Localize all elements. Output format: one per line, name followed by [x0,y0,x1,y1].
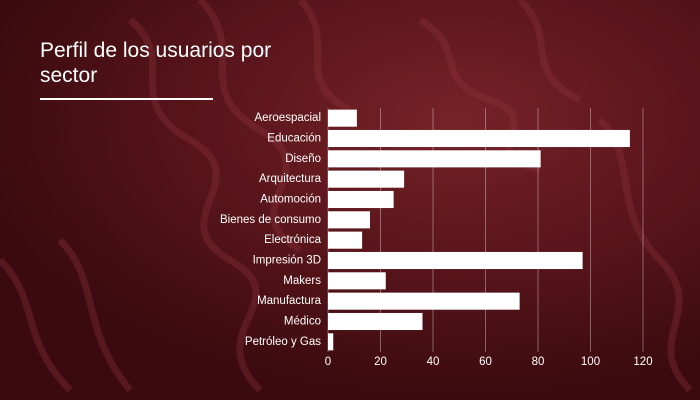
bar [328,272,386,290]
bar [328,170,405,188]
x-tick-label: 80 [532,356,545,368]
bar [328,312,423,331]
bar [328,231,363,249]
y-tick-label: Automoción [260,194,321,206]
y-tick-label: Petróleo y Gas [245,336,321,348]
x-tick-label: 120 [633,356,652,368]
y-tick-label: Bienes de consumo [220,214,321,226]
y-tick-label: Makers [283,275,321,287]
x-tick-label: 20 [374,356,387,368]
bar [328,150,541,168]
y-tick-label: Educación [267,133,321,145]
y-tick-label: Médico [284,316,321,328]
x-tick-label: 100 [581,356,600,368]
y-tick-label: Aeroespacial [255,112,321,124]
bar [328,129,630,148]
y-tick-label: Electrónica [264,234,321,246]
y-tick-label: Manufactura [257,295,322,307]
y-tick-label: Arquitectura [259,173,322,185]
y-tick-label: Impresión 3D [253,255,321,267]
x-tick-label: 0 [325,356,331,368]
x-tick-label: 40 [427,356,440,368]
bar [328,251,583,270]
x-tick-label: 60 [479,356,492,368]
bar [328,190,394,209]
bar [328,109,357,127]
chart-title: Perfil de los usuarios por sector [40,39,272,87]
bar [328,333,334,351]
bar [328,292,520,310]
bar [328,211,370,229]
title-underline [40,98,213,100]
y-tick-label: Diseño [285,153,321,165]
